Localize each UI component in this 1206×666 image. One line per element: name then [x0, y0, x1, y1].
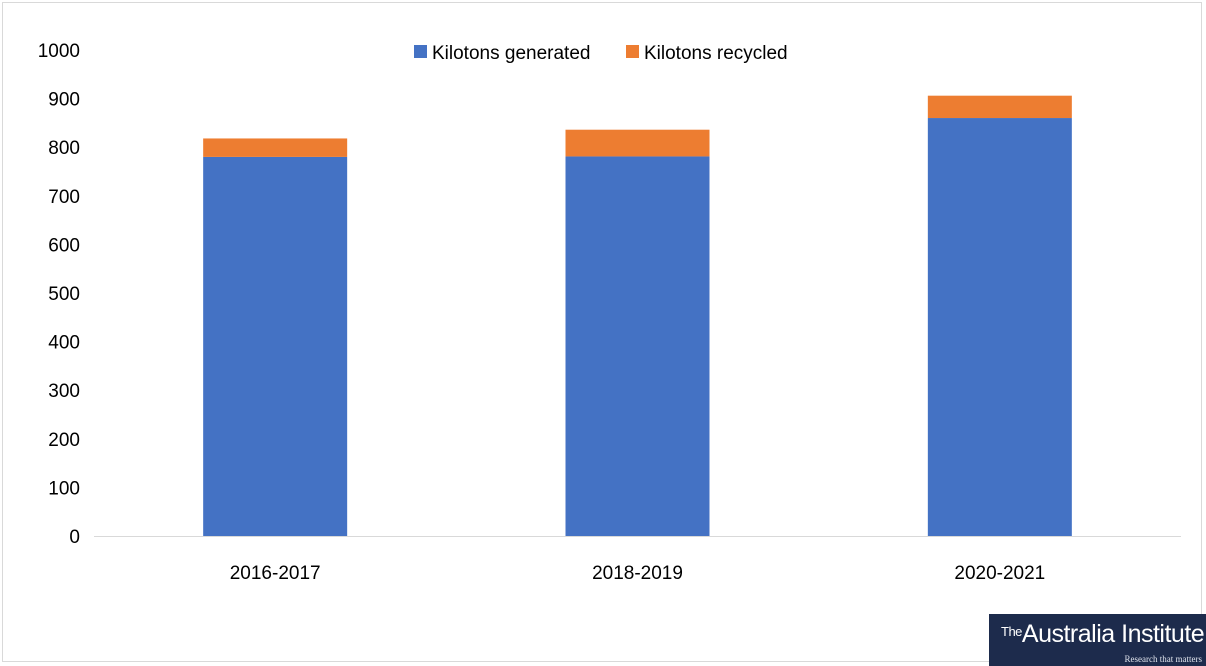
x-tick-label: 2016-2017 [230, 563, 321, 584]
y-tick-label: 300 [48, 381, 80, 402]
y-tick-label: 1000 [38, 41, 80, 62]
bar-kilotons-recycled-2016-2017 [203, 138, 348, 157]
bar-kilotons-recycled-2020-2021 [927, 95, 1072, 119]
x-axis: 2016-2017 2018-2019 2020-2021 [230, 563, 1046, 584]
y-tick-label: 700 [48, 187, 80, 208]
legend-swatch [414, 45, 427, 58]
y-tick-label: 100 [48, 478, 80, 499]
logo: TheAustralia Institute Research that mat… [989, 614, 1206, 666]
legend-label: Kilotons generated [432, 43, 590, 64]
y-tick-label: 400 [48, 333, 80, 354]
bar-kilotons-generated-2018-2019 [565, 156, 710, 536]
bar-kilotons-generated-2016-2017 [203, 156, 348, 537]
legend-label: Kilotons recycled [644, 43, 788, 64]
legend-swatch [626, 45, 639, 58]
y-axis: 0 100 200 300 400 500 600 700 800 900 1000 [38, 41, 80, 548]
y-tick-label: 200 [48, 430, 80, 451]
x-tick-label: 2020-2021 [954, 563, 1045, 584]
y-tick-label: 500 [48, 284, 80, 305]
legend: Kilotons generated Kilotons recycled [414, 43, 788, 64]
bars [203, 95, 1072, 537]
y-tick-label: 900 [48, 90, 80, 111]
logo-wordmark: TheAustralia Institute [1001, 620, 1205, 648]
y-tick-label: 600 [48, 235, 80, 256]
bar-kilotons-recycled-2018-2019 [565, 129, 710, 157]
y-tick-label: 0 [69, 527, 80, 548]
logo-tagline: Research that matters [1124, 654, 1202, 664]
x-tick-label: 2018-2019 [592, 563, 683, 584]
bar-kilotons-generated-2020-2021 [927, 118, 1072, 536]
y-tick-label: 800 [48, 138, 80, 159]
